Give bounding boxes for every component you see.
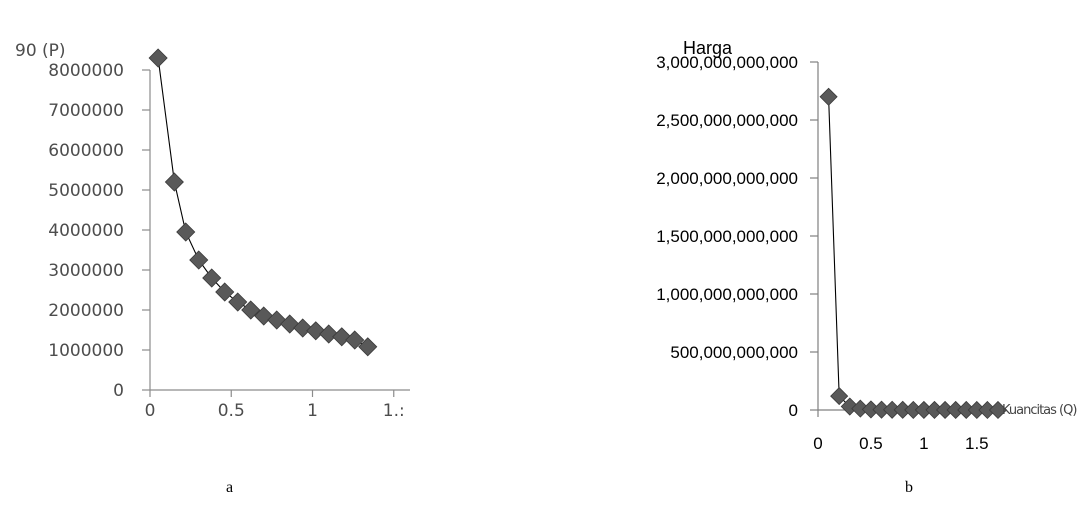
chart-a-data-point (189, 250, 209, 270)
chart-a-y-tick-label: 7000000 (48, 101, 124, 121)
chart-a-data-point (293, 318, 313, 338)
chart-a-caption: a (226, 479, 233, 496)
chart-b-data-point (819, 87, 838, 106)
chart-b-x-label: Kuancitas (Q) (1002, 403, 1076, 418)
chart-b-data-point (988, 400, 1008, 420)
chart-b-y-ticks: 0 500,000,000,000 1,000,000,000,000 1,500,0… (656, 53, 818, 420)
chart-b-x-tick-label: 1.5 (965, 434, 989, 453)
chart-b-x-tick-label: 0.5 (859, 434, 883, 453)
chart-a-y-tick-label: 6000000 (48, 141, 124, 161)
chart-a-y-tick-label: 5000000 (48, 181, 124, 201)
chart-a-y-tick-label: 0 (113, 381, 124, 401)
chart-b-data-point (840, 397, 859, 416)
chart-b-title: Harga (683, 38, 733, 58)
chart-a-data-point (148, 48, 168, 68)
chart-a-data-point (319, 324, 339, 344)
chart-a-data-point (358, 337, 378, 357)
chart-b: Harga 0 500,000,000,000 1,000,000,000,000 1… (656, 38, 1077, 496)
chart-a-y-tick-label: 2000000 (48, 301, 124, 321)
chart-a-points (148, 48, 378, 357)
chart-a-x-tick-label: 0 (145, 401, 156, 421)
chart-a-data-point (306, 321, 326, 341)
chart-a-data-point (345, 330, 365, 350)
chart-a-data-point (332, 327, 352, 347)
chart-a-y-tick-label: 8000000 (48, 61, 124, 81)
chart-b-y-tick-label: 500,000,000,000 (670, 343, 798, 362)
chart-b-x-tick-label: 0 (813, 434, 822, 453)
chart-a-y-ticks: 0 1000000 2000000 3000000 4000000 5000000 6000… (48, 61, 150, 401)
chart-b-y-tick-label: 1,000,000,000,000 (656, 285, 798, 304)
chart-a-data-point (176, 222, 196, 242)
chart-a-y-tick-label: 3000000 (48, 261, 124, 281)
chart-b-x-ticks: 0 0.5 1 1.5 (813, 410, 989, 453)
chart-b-y-tick-label: 2,500,000,000,000 (656, 111, 798, 130)
chart-b-y-tick-label: 2,000,000,000,000 (656, 169, 798, 188)
chart-a-trendline (157, 57, 369, 348)
chart-a-data-point (215, 282, 235, 302)
chart-a-x-tick-label: 0.5 (218, 401, 245, 421)
chart-a-data-point (241, 300, 261, 320)
chart-a-x-tick-label: 1.: (383, 401, 405, 421)
chart-a-data-point (228, 292, 248, 312)
chart-b-trendline (828, 96, 998, 411)
chart-a-x-tick-label: 1 (307, 401, 318, 421)
chart-b-caption: b (905, 479, 913, 496)
chart-a-data-point (202, 268, 222, 288)
chart-a-title: 90 (P) (15, 41, 66, 61)
chart-a-y-tick-label: 4000000 (48, 221, 124, 241)
chart-b-y-tick-label: 1,500,000,000,000 (656, 227, 798, 246)
chart-a-x-ticks: 0 0.5 1 1.: (145, 390, 405, 421)
chart-b-points (819, 87, 1008, 420)
chart-a-data-point (164, 172, 184, 192)
chart-b-y-tick-label: 0 (789, 401, 798, 420)
chart-a: 90 (P) 0 1000000 2000000 3000000 4000000 5000… (15, 41, 410, 496)
chart-a-y-tick-label: 1000000 (48, 341, 124, 361)
chart-b-x-tick-label: 1 (919, 434, 928, 453)
chart-b-data-point (830, 387, 849, 406)
chart-b-y-tick-label: 3,000,000,000,000 (656, 53, 798, 72)
